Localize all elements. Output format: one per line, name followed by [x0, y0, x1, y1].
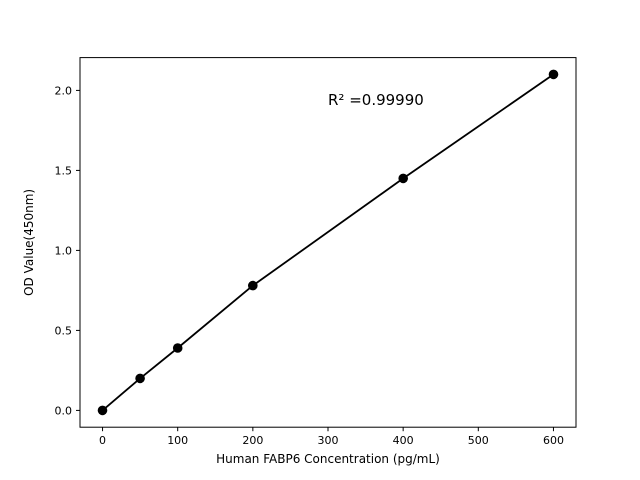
y-axis-ticks: 0.0 0.5 1.0 1.5 2.0: [55, 84, 80, 417]
x-tick-label: 100: [167, 434, 188, 447]
y-tick-label: 0.5: [55, 324, 73, 337]
data-point-marker: [172, 343, 183, 353]
r-squared-annotation: R² =0.99990: [328, 91, 424, 109]
x-tick-label: 200: [242, 434, 263, 447]
data-point-marker: [398, 173, 409, 184]
x-tick-label: 0: [99, 434, 106, 447]
x-axis-label: Human FABP6 Concentration (pg/mL): [216, 452, 440, 466]
x-tick-label: 300: [318, 434, 339, 447]
x-axis-ticks: 0 100 200 300 400 500 600: [99, 427, 564, 447]
x-tick-label: 500: [468, 434, 489, 447]
y-tick-label: 0.0: [55, 404, 73, 417]
plot-area: [80, 57, 576, 428]
y-tick-label: 1.0: [55, 244, 73, 257]
x-tick-label: 400: [393, 434, 414, 447]
data-point-marker: [548, 69, 559, 80]
series-line: [101, 73, 555, 412]
x-tick-label: 600: [543, 434, 564, 447]
data-point-marker: [135, 373, 145, 384]
data-point-marker: [97, 405, 108, 416]
y-axis-label: OD Value(450nm): [22, 189, 36, 296]
y-tick-label: 2.0: [55, 84, 73, 97]
data-point-marker: [248, 280, 258, 291]
y-tick-label: 1.5: [55, 164, 73, 177]
axes-spines: [79, 57, 577, 428]
data-series: [97, 69, 559, 416]
